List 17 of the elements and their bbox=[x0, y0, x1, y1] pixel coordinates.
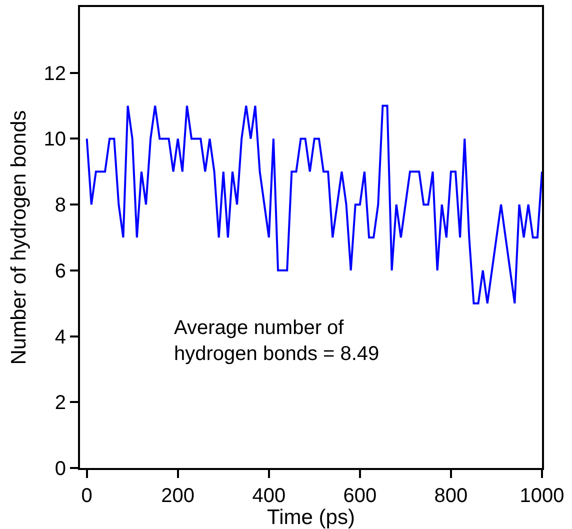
y-tick-label: 10 bbox=[44, 128, 66, 151]
y-tick-label: 12 bbox=[44, 62, 66, 85]
x-tick-label: 400 bbox=[252, 485, 286, 507]
y-axis-title: Number of hydrogen bonds bbox=[7, 110, 30, 365]
x-tick-label: 800 bbox=[434, 485, 468, 507]
y-tick-label: 2 bbox=[54, 392, 66, 414]
y-tick-label: 0 bbox=[54, 458, 66, 480]
x-tick-label: 1000 bbox=[520, 485, 564, 507]
y-tick-label: 4 bbox=[54, 326, 66, 348]
y-tick-label: 8 bbox=[54, 194, 66, 217]
x-tick-label: 0 bbox=[81, 485, 92, 507]
x-tick-label: 200 bbox=[161, 485, 195, 507]
x-axis-title: Time (ps) bbox=[267, 506, 355, 529]
x-tick-label: 600 bbox=[343, 485, 377, 507]
line-series bbox=[86, 104, 542, 304]
y-tick-label: 6 bbox=[54, 260, 66, 282]
annotation: Average number of hydrogen bonds = 8.49 bbox=[174, 317, 380, 365]
